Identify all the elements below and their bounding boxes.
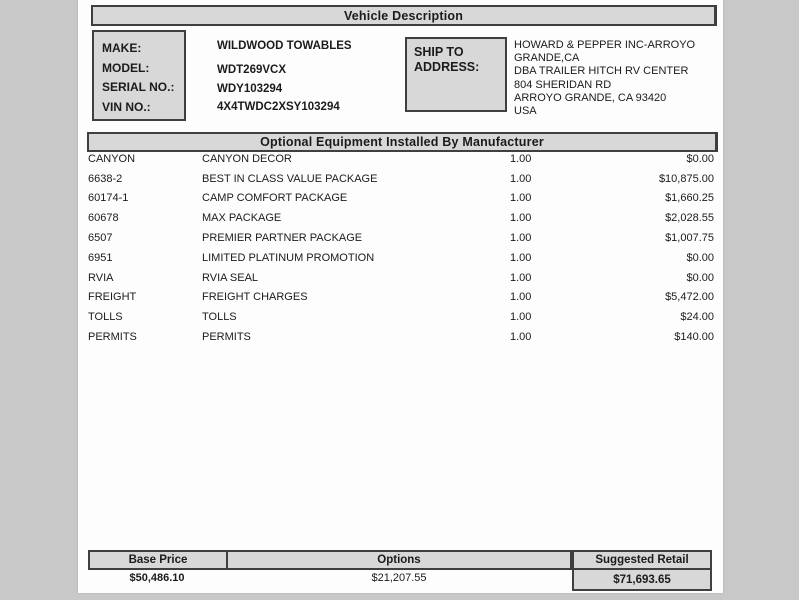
address-line: ARROYO GRANDE, CA 93420 bbox=[514, 91, 667, 104]
model-value: WDT269VCX bbox=[217, 64, 287, 76]
table-row: FREIGHT FREIGHT CHARGES 1.00 $5,472.00 bbox=[88, 288, 716, 308]
row-price: $0.00 bbox=[686, 152, 714, 165]
row-code: RVIA bbox=[88, 271, 114, 284]
table-row: 6638-2 BEST IN CLASS VALUE PACKAGE 1.00 … bbox=[88, 169, 716, 189]
row-quantity: 1.00 bbox=[510, 152, 532, 165]
row-quantity: 1.00 bbox=[510, 291, 532, 304]
options-label: Options bbox=[377, 554, 421, 566]
row-quantity: 1.00 bbox=[510, 212, 532, 225]
base-price-label: Base Price bbox=[128, 554, 188, 566]
base-price-header: Base Price bbox=[90, 552, 228, 568]
vehicle-label: SERIAL NO.: bbox=[102, 80, 175, 94]
address-line: HOWARD & PEPPER INC-ARROYO bbox=[514, 39, 696, 51]
vehicle-label: VIN NO.: bbox=[102, 99, 151, 114]
document-page: Vehicle Description MAKE: MODEL: SERIAL NO… bbox=[78, 0, 723, 593]
row-code: 6507 bbox=[88, 232, 113, 245]
row-code: 6951 bbox=[88, 251, 113, 264]
row-price: $5,472.00 bbox=[665, 291, 714, 304]
ship-to-address: HOWARD & PEPPER INC-ARROYO GRANDE,CA DBA T… bbox=[514, 39, 695, 118]
row-quantity: 1.00 bbox=[510, 271, 532, 284]
vin-value: 4X4TWDC2XSY103294 bbox=[217, 101, 340, 113]
row-price: $0.00 bbox=[686, 271, 714, 284]
address-line: USA bbox=[514, 105, 537, 118]
row-code: 6638-2 bbox=[88, 172, 123, 185]
table-row: 6951 LIMITED PLATINUM PROMOTION 1.00 $0.… bbox=[88, 248, 716, 268]
optional-equipment-title: Optional Equipment Installed By Manufact… bbox=[260, 135, 544, 149]
row-code: 60678 bbox=[88, 212, 119, 225]
ship-to-label-line2: ADDRESS: bbox=[414, 60, 480, 74]
optional-equipment-header: Optional Equipment Installed By Manufact… bbox=[87, 132, 718, 152]
row-description: FREIGHT CHARGES bbox=[202, 291, 308, 304]
row-price: $2,028.55 bbox=[665, 212, 714, 225]
totals-header-bar: Base Price Options bbox=[88, 550, 572, 570]
row-description: MAX PACKAGE bbox=[202, 212, 282, 225]
table-row: PERMITS PERMITS 1.00 $140.00 bbox=[88, 327, 716, 347]
suggested-retail-label: Suggested Retail bbox=[574, 552, 710, 570]
vehicle-label: MAKE: bbox=[102, 41, 142, 55]
row-description: TOLLS bbox=[202, 311, 237, 324]
suggested-retail-value: $71,693.65 bbox=[613, 573, 671, 586]
make-value: WILDWOOD TOWABLES bbox=[217, 40, 352, 52]
row-description: PREMIER PARTNER PACKAGE bbox=[202, 232, 363, 245]
row-quantity: 1.00 bbox=[510, 172, 532, 185]
row-description: CAMP COMFORT PACKAGE bbox=[202, 192, 348, 205]
table-row: 6507 PREMIER PARTNER PACKAGE 1.00 $1,007… bbox=[88, 228, 716, 248]
row-description: PERMITS bbox=[202, 331, 251, 344]
optional-equipment-table: CANYON CANYON DECOR 1.00 $0.00 6638-2 BE… bbox=[88, 149, 716, 347]
row-description: RVIA SEAL bbox=[202, 271, 259, 284]
options-header: Options bbox=[228, 552, 570, 568]
row-price: $1,660.25 bbox=[665, 192, 714, 205]
row-quantity: 1.00 bbox=[510, 251, 532, 264]
suggested-retail-box: Suggested Retail $71,693.65 bbox=[572, 550, 712, 591]
vehicle-description-header: Vehicle Description bbox=[91, 5, 717, 26]
row-description: LIMITED PLATINUM PROMOTION bbox=[202, 251, 375, 264]
address-line: GRANDE,CA bbox=[514, 52, 580, 65]
row-price: $140.00 bbox=[674, 331, 714, 344]
table-row: 60678 MAX PACKAGE 1.00 $2,028.55 bbox=[88, 208, 716, 228]
row-code: TOLLS bbox=[88, 311, 123, 324]
vehicle-labels-box: MAKE: MODEL: SERIAL NO.: VIN NO.: bbox=[92, 30, 186, 121]
vehicle-label: MODEL: bbox=[102, 60, 150, 75]
table-row: RVIA RVIA SEAL 1.00 $0.00 bbox=[88, 268, 716, 288]
row-code: PERMITS bbox=[88, 331, 137, 344]
row-quantity: 1.00 bbox=[510, 311, 532, 324]
address-line: 804 SHERIDAN RD bbox=[514, 78, 612, 91]
row-quantity: 1.00 bbox=[510, 192, 532, 205]
table-row: 60174-1 CAMP COMFORT PACKAGE 1.00 $1,660… bbox=[88, 189, 716, 209]
vehicle-description-title: Vehicle Description bbox=[343, 8, 464, 23]
ship-to-label-box: SHIP TO ADDRESS: bbox=[405, 37, 507, 112]
row-code: CANYON bbox=[88, 152, 136, 165]
row-quantity: 1.00 bbox=[510, 232, 532, 245]
row-price: $10,875.00 bbox=[658, 172, 714, 185]
row-description: BEST IN CLASS VALUE PACKAGE bbox=[202, 172, 378, 185]
address-line: DBA TRAILER HITCH RV CENTER bbox=[514, 65, 689, 78]
row-price: $1,007.75 bbox=[665, 232, 714, 245]
table-row: CANYON CANYON DECOR 1.00 $0.00 bbox=[88, 149, 716, 169]
row-code: 60174-1 bbox=[88, 192, 129, 205]
options-value: $21,207.55 bbox=[371, 572, 427, 584]
table-row: TOLLS TOLLS 1.00 $24.00 bbox=[88, 307, 716, 327]
row-code: FREIGHT bbox=[88, 291, 137, 304]
ship-to-label-line1: SHIP TO bbox=[414, 45, 464, 59]
row-quantity: 1.00 bbox=[510, 331, 532, 344]
row-price: $0.00 bbox=[686, 251, 714, 264]
base-price-value: $50,486.10 bbox=[129, 572, 185, 584]
row-price: $24.00 bbox=[680, 311, 714, 324]
serial-value: WDY103294 bbox=[217, 83, 283, 95]
row-description: CANYON DECOR bbox=[202, 152, 292, 165]
